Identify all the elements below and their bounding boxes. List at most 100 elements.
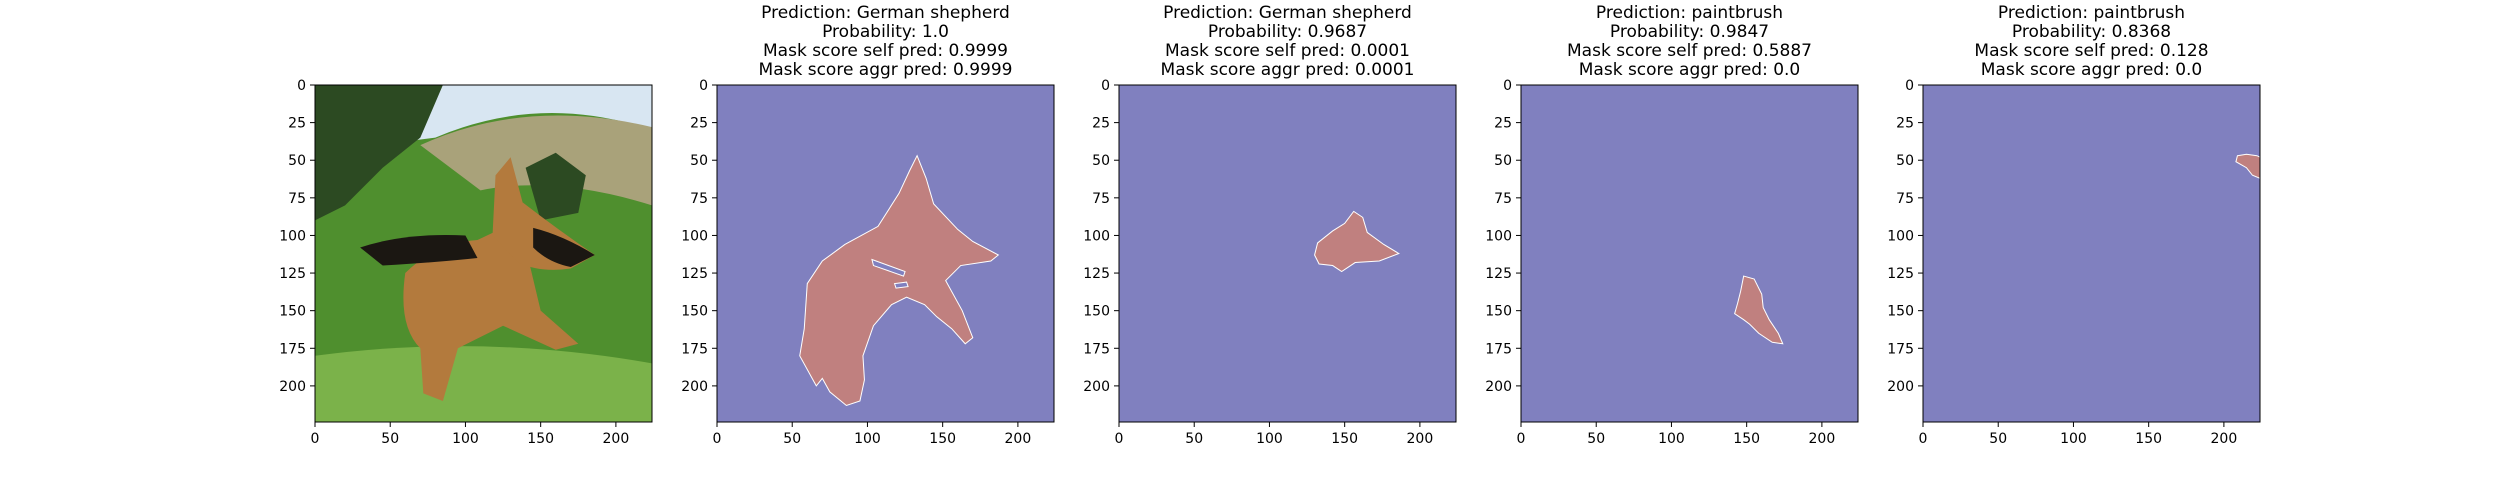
photo-hill bbox=[420, 115, 652, 206]
panel-3: 0 50 100 150 200 0 25 50 75 100 125 150 175 200 Predic… bbox=[1083, 3, 1457, 447]
x-tick-label: 150 bbox=[929, 431, 956, 447]
y-tick-label: 100 bbox=[681, 228, 708, 244]
panel-4: 0 50 100 150 200 0 25 50 75 100 125 150 175 200 Predic… bbox=[1485, 3, 1859, 447]
x-tick-label: 50 bbox=[381, 431, 399, 447]
x-tick-label: 200 bbox=[1005, 431, 1032, 447]
x-tick-label: 100 bbox=[1256, 431, 1283, 447]
panel-title-line: Probability: 0.9687 bbox=[1208, 22, 1367, 42]
y-tick-label: 200 bbox=[1887, 379, 1914, 395]
y-tick-label: 175 bbox=[1887, 341, 1914, 357]
axes-frame bbox=[716, 84, 1055, 423]
y-tick-label: 25 bbox=[288, 116, 306, 132]
axes-frame bbox=[1118, 84, 1457, 423]
y-tick-label: 125 bbox=[1083, 266, 1110, 282]
y-tick-label: 0 bbox=[1101, 78, 1110, 94]
y-tick-label: 200 bbox=[681, 379, 708, 395]
mask-region bbox=[1314, 210, 1400, 273]
y-tick-label: 175 bbox=[681, 341, 708, 357]
y-tick-label: 75 bbox=[1494, 191, 1512, 207]
panel-title-line: Probability: 1.0 bbox=[822, 22, 949, 42]
x-tick-label: 100 bbox=[1658, 431, 1685, 447]
y-tick-label: 200 bbox=[279, 379, 306, 395]
x-tick-label: 0 bbox=[1517, 431, 1526, 447]
axes-frame bbox=[314, 84, 653, 423]
x-tick-label: 0 bbox=[1115, 431, 1124, 447]
photo-bush bbox=[525, 152, 586, 221]
photo-dog-muzzle bbox=[533, 227, 595, 268]
panel-title-line: Mask score self pred: 0.0001 bbox=[1165, 41, 1410, 61]
y-tick-label: 150 bbox=[1887, 304, 1914, 320]
y-tick-label: 50 bbox=[288, 153, 306, 169]
y-tick-label: 25 bbox=[1494, 116, 1512, 132]
y-tick-label: 100 bbox=[279, 228, 306, 244]
y-tick-label: 100 bbox=[1083, 228, 1110, 244]
y-tick-label: 25 bbox=[1092, 116, 1110, 132]
y-tick-label: 50 bbox=[1092, 153, 1110, 169]
x-tick-label: 150 bbox=[1331, 431, 1358, 447]
y-tick-label: 75 bbox=[690, 191, 708, 207]
x-tick-label: 200 bbox=[2211, 431, 2238, 447]
x-tick-label: 0 bbox=[713, 431, 722, 447]
x-tick-label: 0 bbox=[311, 431, 320, 447]
x-tick-label: 50 bbox=[1587, 431, 1605, 447]
x-tick-label: 50 bbox=[1989, 431, 2007, 447]
y-tick-label: 175 bbox=[1083, 341, 1110, 357]
x-tick-label: 150 bbox=[527, 431, 554, 447]
panel-title-line: Mask score self pred: 0.128 bbox=[1974, 41, 2208, 61]
y-tick-label: 25 bbox=[690, 116, 708, 132]
y-tick-label: 0 bbox=[297, 78, 306, 94]
panel-title-line: Mask score aggr pred: 0.0001 bbox=[1161, 60, 1415, 80]
y-tick-label: 50 bbox=[1896, 153, 1914, 169]
axes-frame bbox=[1922, 84, 2261, 423]
y-tick-label: 0 bbox=[1905, 78, 1914, 94]
y-tick-label: 0 bbox=[699, 78, 708, 94]
photo-foreground-grass bbox=[315, 346, 652, 422]
mask-background bbox=[1923, 85, 2260, 422]
x-tick-label: 100 bbox=[452, 431, 479, 447]
y-tick-label: 150 bbox=[1083, 304, 1110, 320]
photo-tree bbox=[315, 85, 443, 221]
y-tick-label: 75 bbox=[288, 191, 306, 207]
x-tick-label: 200 bbox=[1809, 431, 1836, 447]
x-tick-label: 100 bbox=[2060, 431, 2087, 447]
y-tick-label: 25 bbox=[1896, 116, 1914, 132]
german-shepherd-photo-icon bbox=[315, 85, 652, 422]
y-tick-label: 175 bbox=[1485, 341, 1512, 357]
y-tick-label: 125 bbox=[681, 266, 708, 282]
axes-frame bbox=[1520, 84, 1859, 423]
panel-title-line: Mask score aggr pred: 0.9999 bbox=[759, 60, 1013, 80]
photo-dog-back bbox=[360, 234, 478, 266]
panel-title-line: Mask score aggr pred: 0.0 bbox=[1579, 60, 1801, 80]
x-tick-label: 150 bbox=[1733, 431, 1760, 447]
y-tick-label: 125 bbox=[279, 266, 306, 282]
mask-region bbox=[799, 154, 1000, 407]
y-tick-label: 125 bbox=[1887, 266, 1914, 282]
x-tick-label: 50 bbox=[1185, 431, 1203, 447]
y-tick-label: 150 bbox=[279, 304, 306, 320]
panel-1: 0 50 100 150 200 0 25 50 75 100 125 150 175 200 bbox=[279, 78, 653, 447]
y-tick-label: 150 bbox=[681, 304, 708, 320]
y-tick-label: 100 bbox=[1485, 228, 1512, 244]
x-tick-label: 50 bbox=[783, 431, 801, 447]
x-tick-label: 0 bbox=[1919, 431, 1928, 447]
panel-2: 0 50 100 150 200 0 25 50 75 100 125 150 175 200 Predic… bbox=[681, 3, 1055, 447]
y-tick-label: 100 bbox=[1887, 228, 1914, 244]
panel-title-line: Mask score self pred: 0.5887 bbox=[1567, 41, 1812, 61]
x-tick-label: 200 bbox=[603, 431, 630, 447]
y-tick-label: 75 bbox=[1896, 191, 1914, 207]
panel-title-line: Prediction: paintbrush bbox=[1998, 3, 2185, 23]
panel-title-line: Prediction: German shepherd bbox=[761, 3, 1010, 23]
photo-dog-body bbox=[403, 227, 579, 401]
x-tick-label: 100 bbox=[854, 431, 881, 447]
mask-region bbox=[1734, 275, 1784, 345]
panel-title-line: Prediction: German shepherd bbox=[1163, 3, 1412, 23]
x-tick-label: 150 bbox=[2135, 431, 2162, 447]
y-tick-label: 125 bbox=[1485, 266, 1512, 282]
y-tick-label: 50 bbox=[690, 153, 708, 169]
mask-cutout-2 bbox=[893, 281, 909, 289]
y-tick-label: 200 bbox=[1485, 379, 1512, 395]
x-tick-label: 200 bbox=[1407, 431, 1434, 447]
mask-background bbox=[1521, 85, 1858, 422]
y-tick-label: 200 bbox=[1083, 379, 1110, 395]
